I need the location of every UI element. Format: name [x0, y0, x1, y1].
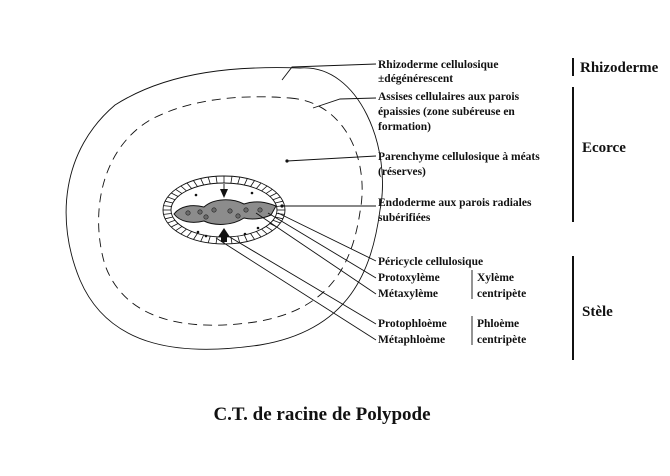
endoderm-radial-wall: [230, 176, 233, 184]
endoderm-radial-wall: [175, 226, 183, 232]
root-outline: [65, 67, 383, 350]
endoderm-radial-wall: [180, 228, 187, 235]
label-phloeme-line1: Phloème: [477, 318, 519, 330]
label-pericycle: Péricycle cellulosique: [378, 256, 483, 268]
endoderm-radial-wall: [215, 236, 218, 244]
endoderm-radial-wall: [165, 216, 173, 220]
endoderm-radial-wall: [193, 180, 198, 187]
endoderm-radial-wall: [186, 182, 193, 189]
endoderm-radial-wall: [163, 213, 172, 215]
section-stele: Stèle: [582, 304, 613, 320]
label-endoderme-line1: Endoderme aux parois radiales: [378, 197, 532, 209]
endoderm-radial-wall: [250, 180, 255, 187]
xylem-vessel: [197, 209, 203, 215]
endoderm-radial-wall: [215, 176, 218, 184]
label-xyleme-line1: Xylème: [477, 272, 514, 284]
endoderm-radial-wall: [275, 200, 283, 204]
endoderm-radial-wall: [275, 216, 283, 220]
section-rhizoderme: Rhizoderme: [580, 60, 659, 76]
endoderm-radial-wall: [171, 223, 179, 228]
label-xyleme-line2: centripète: [477, 288, 526, 300]
endoderm-radial-wall: [265, 226, 273, 232]
label-parenchyme-line2: (réserves): [378, 166, 426, 178]
phloem-dot: [250, 191, 254, 195]
endoderm-radial-wall: [186, 231, 193, 238]
endoderm-radial-wall: [243, 178, 248, 186]
label-phloeme-line2: centripète: [477, 334, 526, 346]
endoderm-radial-wall: [167, 196, 176, 201]
leader-lines: [215, 63, 377, 341]
label-rhizoderme-line2: ±dégénérescent: [378, 73, 453, 85]
endoderm-radial-wall: [255, 231, 262, 238]
label-assises-line2: épaissies (zone subéreuse en: [378, 106, 515, 118]
phloem-dot: [196, 230, 200, 234]
xylem-plate: [173, 199, 277, 225]
endoderm-radial-wall: [171, 192, 179, 197]
xylem-vessel: [203, 214, 209, 220]
endoderm-radial-wall: [269, 192, 277, 197]
cortex-dashed-boundary: [98, 96, 363, 326]
endoderm-radial-wall: [180, 185, 187, 192]
phloem-dot: [194, 193, 198, 197]
figure-caption: C.T. de racine de Polypode: [213, 404, 430, 425]
label-assises-line3: formation): [378, 121, 431, 133]
phloem-dot: [243, 232, 247, 236]
phloem-dot: [204, 234, 208, 238]
xylem-vessel: [185, 210, 191, 216]
xylem-vessel: [211, 207, 217, 213]
phloem-arrow-bottom-stem: [221, 237, 227, 242]
label-metaphloeme: Métaphloème: [378, 334, 445, 346]
endoderm-radial-wall: [237, 235, 241, 243]
endoderm-radial-wall: [265, 188, 273, 194]
endoderm-radial-wall: [261, 228, 268, 235]
endoderm-radial-wall: [207, 177, 211, 185]
endoderm-radial-walls: [163, 176, 285, 244]
endoderm-radial-wall: [200, 234, 205, 242]
label-protophloeme: Protophloème: [378, 318, 447, 330]
endoderm-radial-wall: [193, 233, 198, 240]
endoderm-radial-wall: [255, 182, 262, 189]
label-metaxyleme: Métaxylème: [378, 288, 438, 300]
endoderm-radial-wall: [243, 234, 248, 242]
endoderm-radial-wall: [250, 233, 255, 240]
xylem-vessel: [235, 213, 241, 219]
label-endoderme-line2: subérifiées: [378, 212, 431, 224]
phloem-dot: [256, 226, 260, 230]
xylem-vessel: [243, 207, 249, 213]
endoderm-radial-wall: [200, 178, 205, 186]
xylem-vessels: [185, 207, 263, 220]
endoderm-radial-wall: [167, 219, 176, 224]
endoderm-radial-wall: [207, 235, 211, 243]
endoderm-radial-wall: [261, 185, 268, 192]
label-protoxyleme: Protoxylème: [378, 272, 440, 284]
endoderm-radial-wall: [165, 200, 173, 204]
xylem-vessel: [227, 208, 233, 214]
endoderm-radial-wall: [237, 177, 241, 185]
endoderm-radial-wall: [163, 205, 172, 207]
xylem-vessel: [257, 207, 263, 213]
endoderm-radial-wall: [272, 196, 281, 201]
endoderm-radial-wall: [272, 219, 281, 224]
section-ecorce: Ecorce: [582, 140, 626, 156]
phloem-arrow-bottom: [218, 228, 230, 237]
phloem-arrow-top: [220, 189, 228, 198]
label-rhizoderme-line1: Rhizoderme cellulosique: [378, 59, 498, 71]
endoderm-radial-wall: [175, 188, 183, 194]
label-assises-line1: Assises cellulaires aux parois: [378, 91, 520, 103]
label-parenchyme-line1: Parenchyme cellulosique à méats: [378, 151, 540, 163]
